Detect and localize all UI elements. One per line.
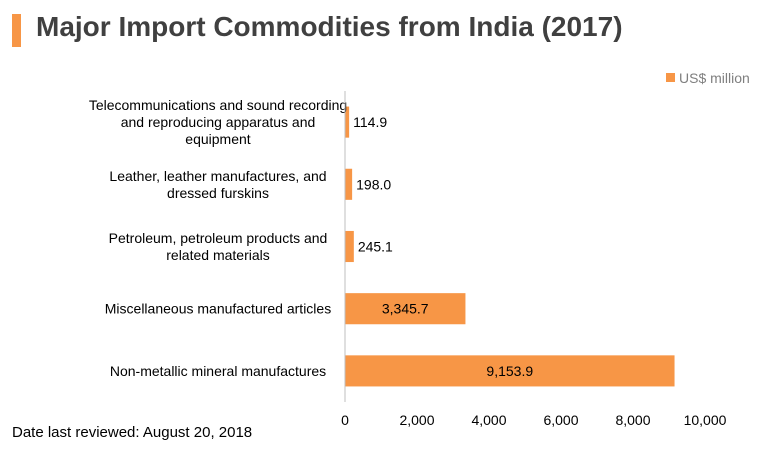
category-label: Non-metallic mineral manufactures [110,363,326,379]
bar [345,106,350,138]
x-tick-label: 0 [341,412,349,428]
category-label: Leather, leather manufactures, and dresse… [109,168,326,201]
date-reviewed: Date last reviewed: August 20, 2018 [12,424,253,441]
bar [345,168,353,200]
bar [345,230,354,263]
bars-group [345,106,675,387]
bar [345,355,675,387]
title-accent-bar [12,14,21,47]
x-tick-label: 10,000 [684,412,727,428]
legend: US$ million [666,70,750,86]
category-labels: Telecommunications and sound recording an… [89,97,347,379]
data-label: 9,153.9 [486,363,533,379]
x-tick-label: 4,000 [471,412,506,428]
x-tick-labels: 0 2,000 4,000 6,000 8,000 10,000 [341,412,727,428]
legend-swatch [666,73,675,82]
x-tick-label: 6,000 [543,412,578,428]
x-tick-label: 8,000 [615,412,650,428]
category-label: Telecommunications and sound recording an… [89,97,347,147]
data-label: 245.1 [358,239,393,255]
data-labels: 114.9 198.0 245.1 3,345.7 9,153.9 [353,114,533,379]
chart-title: Major Import Commodities from India (201… [36,11,623,42]
data-label: 114.9 [353,114,387,130]
category-label: Miscellaneous manufactured articles [105,301,331,317]
bar [345,293,466,325]
category-label: Petroleum, petroleum products and related… [109,230,328,263]
x-tick-label: 2,000 [399,412,434,428]
data-label: 198.0 [356,176,391,192]
legend-label: US$ million [679,70,750,86]
data-label: 3,345.7 [382,301,429,317]
